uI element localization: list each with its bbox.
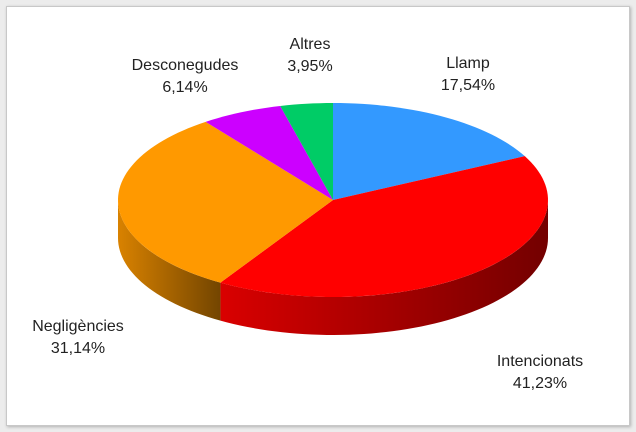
category-label: Intencionats <box>497 353 583 370</box>
pie-wall <box>118 200 221 321</box>
pie-slice <box>333 103 525 200</box>
pie-wall <box>220 200 548 335</box>
pie-slice <box>118 121 333 283</box>
category-label: Negligències <box>32 318 124 335</box>
value-label: 41,23% <box>513 375 567 392</box>
value-label: 3,95% <box>287 58 332 75</box>
category-label: Altres <box>290 36 331 53</box>
pie-slice <box>205 105 333 200</box>
pie-slice <box>220 156 548 297</box>
value-label: 31,14% <box>51 340 105 357</box>
category-label: Llamp <box>446 55 490 72</box>
pie-slice <box>280 103 333 200</box>
value-label: 6,14% <box>162 79 207 96</box>
value-label: 17,54% <box>441 77 495 94</box>
category-label: Desconegudes <box>132 57 239 74</box>
